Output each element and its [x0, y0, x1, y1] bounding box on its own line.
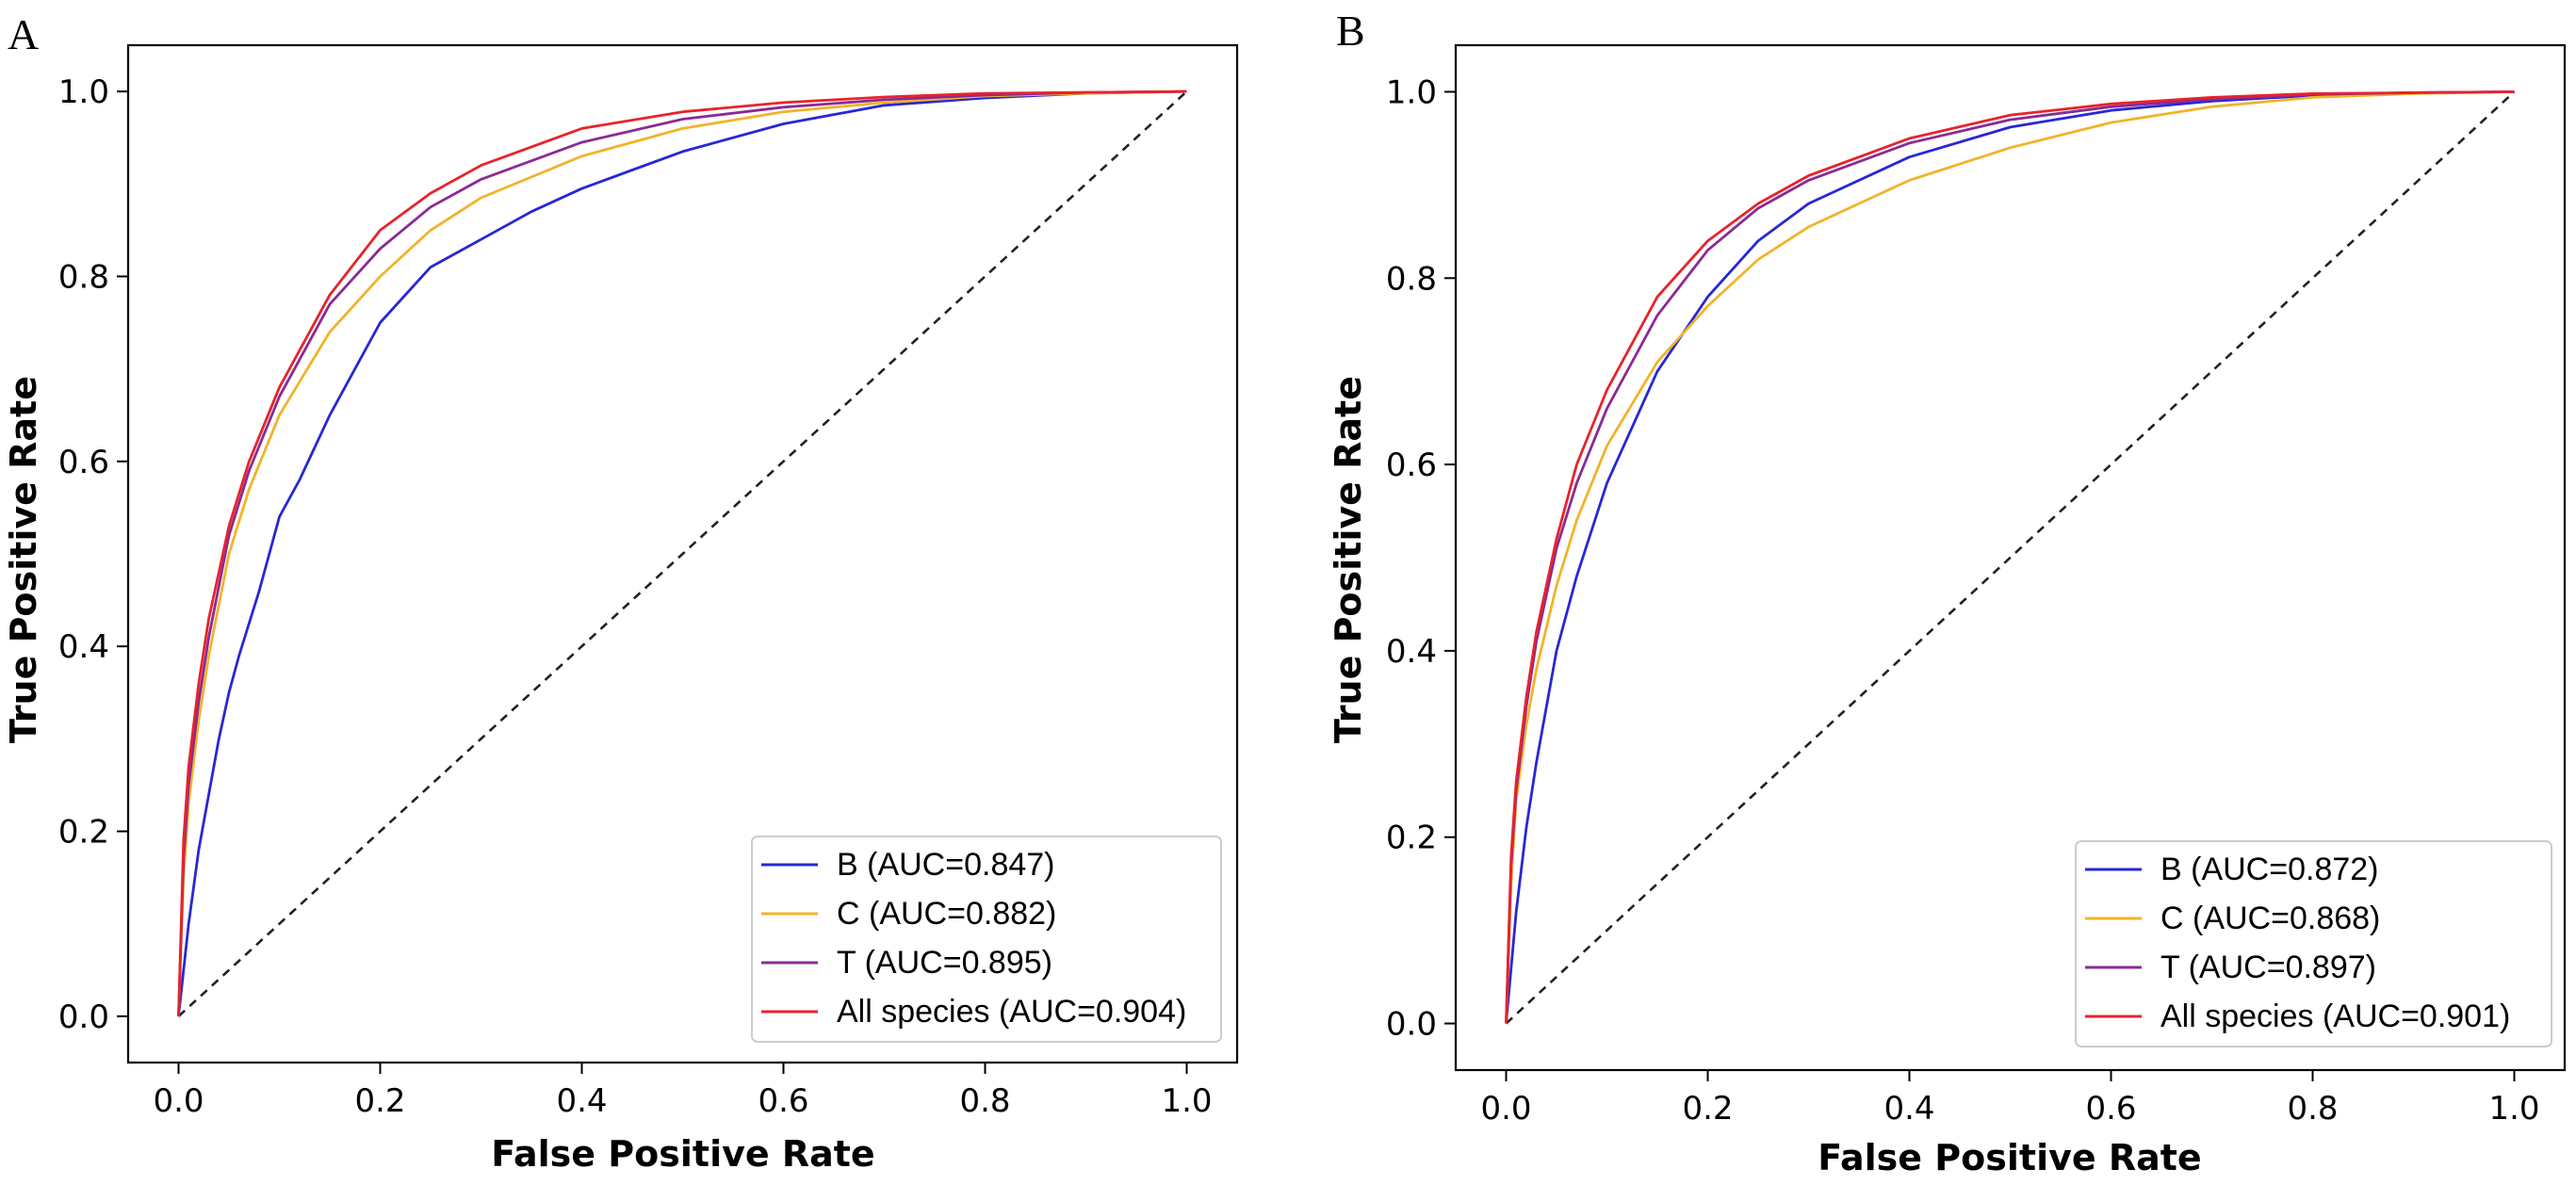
x-tick-label: 0.2	[354, 1082, 405, 1120]
y-tick-label: 0.6	[1386, 446, 1437, 484]
y-tick-label: 0.2	[1386, 820, 1437, 857]
y-tick-label: 1.0	[1386, 73, 1437, 111]
roc-curve-all-species	[177, 89, 1187, 1016]
x-tick-label: 0.6	[758, 1082, 808, 1120]
x-tick-label: 0.8	[2287, 1090, 2338, 1128]
x-tick-label: 0.0	[153, 1082, 204, 1120]
legend-entry-label: C (AUC=0.868)	[2160, 901, 2380, 936]
legend-entry-label: B (AUC=0.872)	[2160, 852, 2379, 887]
y-tick-label: 0.8	[1386, 260, 1437, 298]
legend-entry-label: All species (AUC=0.901)	[2160, 998, 2510, 1034]
x-axis-label: False Positive Rate	[1818, 1137, 2201, 1178]
legend-entry-label: All species (AUC=0.904)	[837, 994, 1186, 1030]
panel-label-a: A	[8, 10, 39, 58]
y-tick-label: 1.0	[58, 73, 109, 111]
chance-diagonal-line	[177, 90, 1188, 1017]
roc-curve-t	[177, 89, 1187, 1016]
legend: B (AUC=0.847) C (AUC=0.882) T (AUC=0.895) A…	[751, 836, 1222, 1043]
x-tick-label: 1.0	[1161, 1082, 1212, 1120]
legend-entry-label: B (AUC=0.847)	[837, 847, 1055, 883]
x-tick-label: 0.8	[959, 1082, 1010, 1120]
roc-curve-c	[1505, 90, 2515, 1024]
y-tick-label: 0.0	[1386, 1006, 1437, 1044]
x-tick-label: 1.0	[2488, 1090, 2539, 1128]
roc-curve-b	[1505, 90, 2515, 1024]
legend-entry-label: T (AUC=0.895)	[837, 945, 1052, 981]
y-axis-label: True Positive Rate	[3, 376, 44, 743]
legend-entry-label: T (AUC=0.897)	[2160, 950, 2376, 985]
roc-curve-all-species	[1505, 90, 2515, 1024]
y-tick-label: 0.8	[58, 258, 109, 296]
plot-area-frame	[126, 43, 1239, 1064]
roc-curve-c	[177, 89, 1187, 1016]
x-tick-label: 0.4	[1883, 1090, 1934, 1128]
y-tick-label: 0.0	[58, 998, 109, 1036]
x-tick-label: 0.0	[1480, 1090, 1531, 1128]
legend-box	[751, 836, 1222, 1043]
plot-area-frame	[1454, 43, 2567, 1072]
y-axis-label: True Positive Rate	[1328, 376, 1369, 743]
panel-a: A False Positive Rate True Positive Rate…	[3, 10, 1239, 1175]
x-tick-label: 0.6	[2085, 1090, 2136, 1128]
y-tick-label: 0.4	[58, 628, 109, 666]
y-tick-label: 0.6	[58, 444, 109, 481]
x-axis-label: False Positive Rate	[491, 1133, 874, 1175]
chance-diagonal-line	[1505, 90, 2516, 1025]
roc-curve-b	[177, 89, 1187, 1017]
x-tick-label: 0.2	[1682, 1090, 1733, 1128]
legend-box	[2075, 840, 2552, 1047]
legend-entry-label: C (AUC=0.882)	[837, 896, 1056, 932]
y-tick-label: 0.4	[1386, 633, 1437, 671]
panel-b: B False Positive Rate True Positive Rate…	[1328, 7, 2567, 1178]
legend: B (AUC=0.872) C (AUC=0.868) T (AUC=0.897) A…	[2075, 840, 2552, 1047]
panel-label-b: B	[1336, 7, 1365, 55]
y-tick-label: 0.2	[58, 814, 109, 852]
x-tick-label: 0.4	[556, 1082, 607, 1120]
